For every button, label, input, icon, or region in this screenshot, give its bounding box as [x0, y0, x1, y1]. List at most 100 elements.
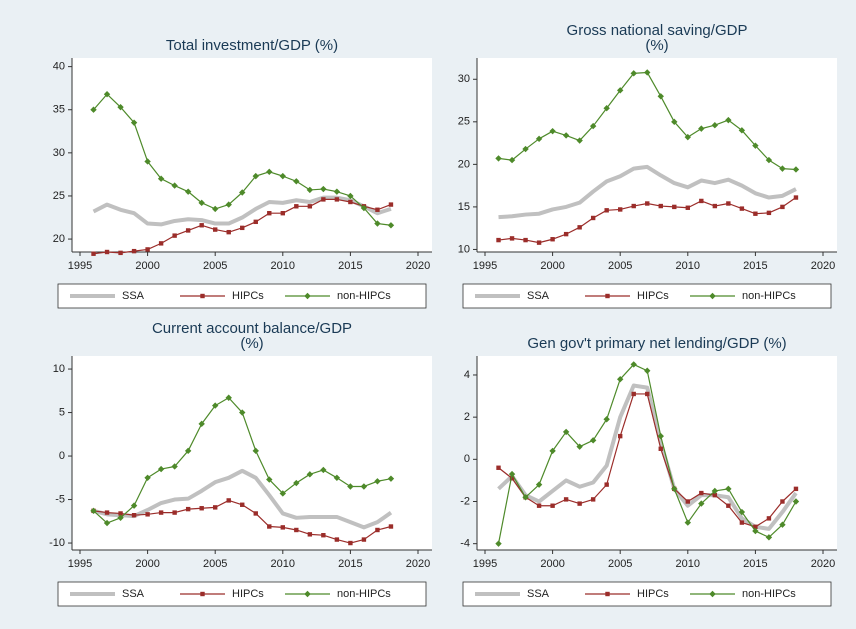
- data-point: [306, 471, 314, 478]
- legend-marker: [709, 590, 716, 598]
- legend-marker: [304, 590, 311, 598]
- data-point: [294, 527, 299, 533]
- data-point: [279, 172, 286, 180]
- data-point: [171, 182, 178, 189]
- data-point: [508, 470, 516, 478]
- data-point: [726, 201, 731, 206]
- data-point: [522, 494, 529, 501]
- data-point: [131, 248, 137, 254]
- data-point: [699, 198, 704, 204]
- data-point: [535, 481, 543, 488]
- x-tick-label: 2015: [743, 558, 767, 570]
- data-point: [577, 225, 582, 230]
- data-point: [550, 237, 555, 242]
- data-point: [671, 118, 678, 126]
- y-tick-label: 2: [464, 411, 470, 423]
- data-point: [535, 135, 543, 143]
- data-point: [388, 524, 394, 529]
- data-point: [644, 367, 651, 374]
- data-point: [280, 211, 285, 216]
- data-point: [739, 520, 745, 525]
- data-point: [239, 189, 246, 196]
- data-point: [536, 240, 542, 245]
- legend-label: non-HIPCs: [742, 290, 796, 302]
- series-line: [93, 468, 393, 530]
- data-point: [604, 208, 609, 213]
- data-point: [712, 203, 718, 209]
- data-point: [630, 70, 637, 77]
- y-tick-label: 25: [458, 116, 470, 128]
- data-point: [333, 188, 341, 195]
- data-point: [739, 206, 745, 211]
- data-point: [495, 540, 502, 547]
- x-tick-label: 2020: [406, 558, 430, 570]
- x-tick-label: 1995: [473, 558, 497, 570]
- data-point: [252, 172, 259, 180]
- data-point: [522, 145, 529, 153]
- x-tick-label: 2020: [811, 260, 835, 272]
- data-point: [738, 127, 746, 134]
- x-tick-label: 2005: [203, 558, 227, 570]
- data-point: [90, 106, 97, 113]
- data-point: [793, 195, 799, 200]
- chart-title: Total investment/GDP (%): [166, 37, 338, 54]
- data-point: [711, 487, 719, 495]
- data-point: [793, 486, 799, 492]
- legend: [57, 581, 427, 607]
- data-point: [765, 534, 773, 541]
- plot-area: [72, 58, 432, 252]
- data-point: [550, 503, 555, 508]
- x-tick-label: 2015: [743, 260, 767, 272]
- data-point: [171, 463, 178, 470]
- legend-label: HIPCs: [232, 290, 264, 302]
- x-tick-label: 2000: [540, 558, 564, 570]
- data-point: [387, 222, 395, 229]
- data-point: [509, 236, 515, 241]
- data-point: [199, 223, 204, 228]
- y-tick-label: 10: [458, 243, 470, 255]
- x-tick-label: 2015: [338, 260, 362, 272]
- data-point: [672, 204, 677, 210]
- data-point: [225, 201, 232, 208]
- data-point: [91, 251, 96, 256]
- data-point: [239, 409, 246, 416]
- y-tick-label: 20: [458, 158, 470, 170]
- data-point: [712, 492, 718, 498]
- data-point: [590, 215, 596, 221]
- x-tick-label: 2015: [338, 558, 362, 570]
- data-point: [684, 133, 691, 141]
- data-point: [765, 156, 773, 164]
- plot-area: [477, 58, 837, 252]
- y-tick-label: 4: [464, 369, 470, 381]
- data-point: [657, 93, 664, 100]
- data-point: [280, 525, 285, 530]
- data-point: [104, 510, 110, 515]
- data-point: [225, 394, 232, 401]
- data-point: [508, 156, 516, 164]
- legend-label: SSA: [527, 588, 550, 600]
- y-tick-label: 10: [53, 363, 65, 375]
- data-point: [630, 361, 637, 368]
- legend-marker: [605, 293, 610, 299]
- legend-label: HIPCs: [232, 588, 264, 600]
- data-point: [766, 516, 772, 521]
- y-tick-label: -2: [460, 495, 470, 507]
- y-tick-label: 35: [53, 104, 65, 116]
- data-point: [617, 87, 624, 94]
- data-point: [375, 207, 380, 212]
- data-point: [603, 105, 610, 112]
- data-point: [117, 103, 124, 111]
- legend-label: non-HIPCs: [337, 588, 391, 600]
- chart-title: Gross national saving/GDP: [567, 22, 748, 39]
- x-tick-label: 1995: [68, 558, 92, 570]
- data-point: [563, 231, 569, 237]
- data-point: [293, 178, 300, 185]
- y-tick-label: 30: [53, 147, 65, 159]
- data-point: [685, 205, 690, 210]
- data-point: [294, 204, 299, 209]
- data-point: [576, 443, 583, 450]
- data-point: [549, 447, 556, 455]
- data-point: [240, 225, 245, 231]
- data-point: [199, 506, 204, 511]
- data-point: [753, 211, 758, 216]
